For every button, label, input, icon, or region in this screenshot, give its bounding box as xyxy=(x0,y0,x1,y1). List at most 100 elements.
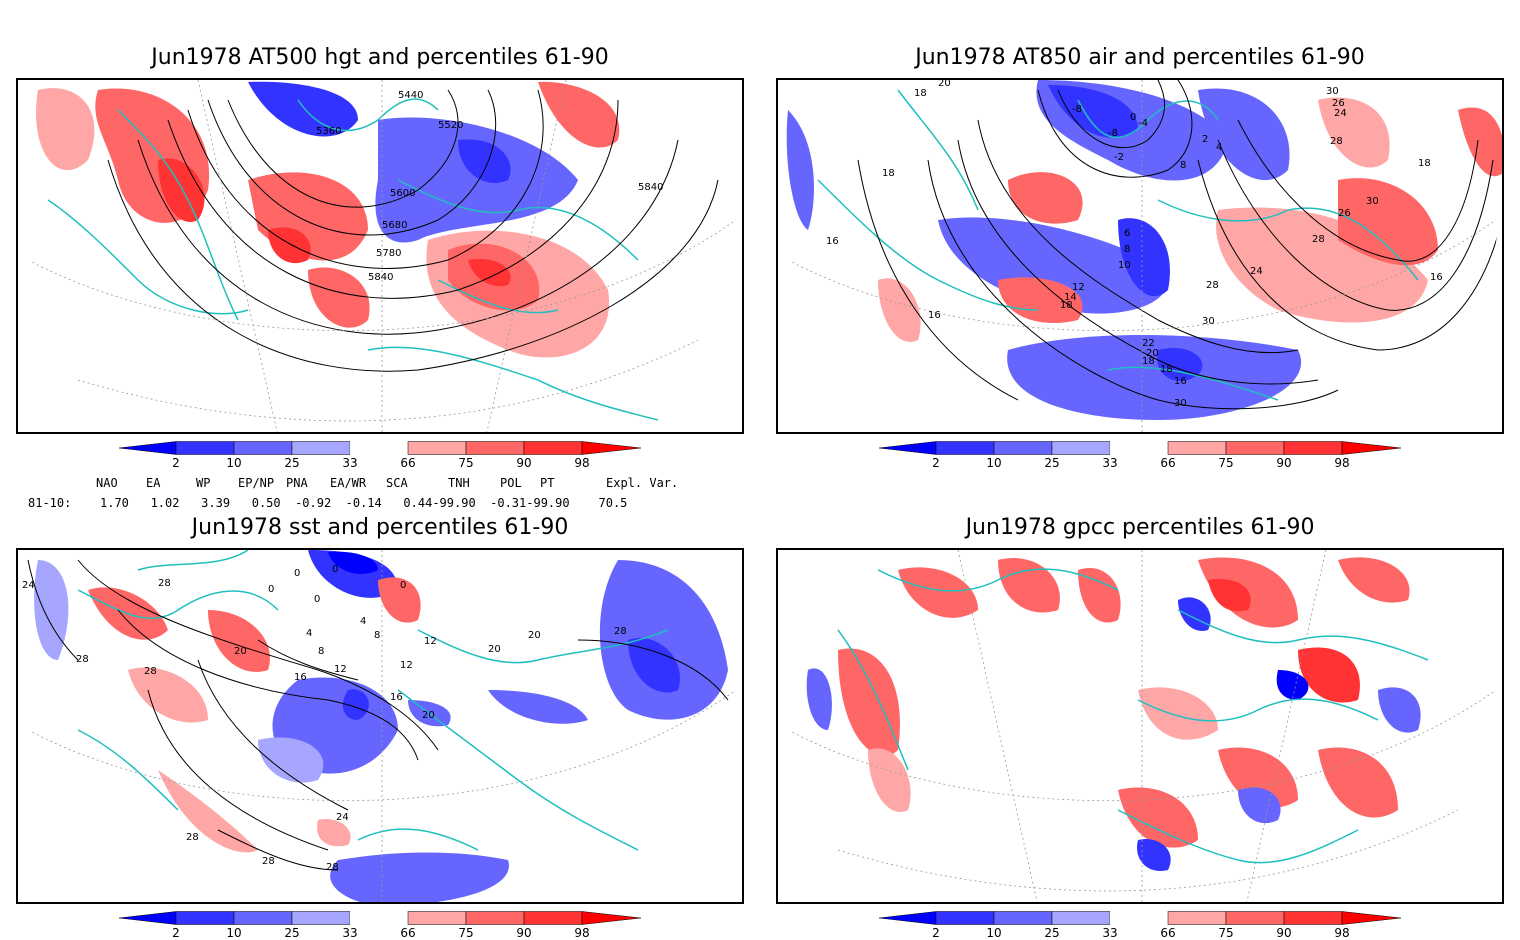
colorbar-segment xyxy=(350,441,408,455)
coastlines xyxy=(77,550,669,851)
contour-label: 16 xyxy=(1174,376,1187,387)
colorbar-labels: 2 10 25 33 66 75 90 98 xyxy=(878,926,1402,940)
contour-label: 5780 xyxy=(376,248,401,259)
contour-label: -8 xyxy=(1072,104,1082,115)
index-row-label: 81-10: xyxy=(28,496,72,510)
colorbar-segment xyxy=(175,441,235,455)
contour-label: 5440 xyxy=(398,90,423,101)
panel-title: Jun1978 gpcc percentiles 61-90 xyxy=(965,515,1315,540)
contour-label: 20 xyxy=(528,630,541,641)
contour-label: 22 xyxy=(1142,338,1155,349)
colorbar-tick-label: 98 xyxy=(1334,926,1350,940)
colorbar-tick-label: 25 xyxy=(284,926,300,940)
index-header: EP/NP xyxy=(238,476,275,490)
contour-label: 18 xyxy=(914,88,927,99)
map-at850-air: 20 18 -8 -8 0 -4 2 4 8 18 -2 6 8 10 12 1… xyxy=(776,78,1504,434)
colorbar-segment xyxy=(1225,441,1285,455)
contour-label: 28 xyxy=(326,862,339,873)
contour-label: 18 xyxy=(1418,158,1431,169)
colorbar-segment xyxy=(118,441,177,455)
colorbar-segment xyxy=(1110,441,1168,455)
contour-labels: 5440 5360 5520 5600 5680 5780 5840 5840 xyxy=(316,90,663,283)
percentile-shading xyxy=(786,80,1502,420)
contour-label: 30 xyxy=(1202,316,1215,327)
colorbar-tick-label: 90 xyxy=(1276,926,1292,940)
colorbar-tick-label: 25 xyxy=(284,456,300,470)
contour-label: 28 xyxy=(1312,234,1325,245)
contour-label: 0 xyxy=(294,568,300,579)
contour-label: 28 xyxy=(1330,136,1343,147)
colorbar-tick-label: 2 xyxy=(932,926,940,940)
colorbar-segment xyxy=(1051,441,1111,455)
contour-label: 30 xyxy=(1366,196,1379,207)
colorbar-segment xyxy=(118,911,177,925)
colorbar-segment xyxy=(465,911,525,925)
colorbar-segment xyxy=(993,441,1053,455)
colorbar-segment xyxy=(1110,911,1168,925)
contour-label: 16 xyxy=(826,236,839,247)
colorbar-segment xyxy=(1341,911,1402,925)
colorbar-tick-label: 98 xyxy=(1334,456,1350,470)
percentile-shading xyxy=(806,557,1421,871)
colorbar-tick-label: 10 xyxy=(226,456,242,470)
colorbar-tick-label: 33 xyxy=(1102,926,1118,940)
contour-label: 24 xyxy=(22,580,35,591)
colorbar-tick-label: 75 xyxy=(1218,456,1234,470)
contour-label: 24 xyxy=(1334,108,1347,119)
contour-label: 16 xyxy=(294,672,307,683)
colorbar-labels: 2 10 25 33 66 75 90 98 xyxy=(118,926,642,940)
index-header: PT xyxy=(540,476,555,490)
colorbar-tick-label: 10 xyxy=(986,926,1002,940)
contour-label: 26 xyxy=(1332,98,1345,109)
contour-label: 5600 xyxy=(390,188,415,199)
grid-lines xyxy=(27,80,737,432)
contour-label: 16 xyxy=(390,692,403,703)
colorbar-tick-label: 2 xyxy=(172,926,180,940)
contour-labels: 24 28 28 28 0 0 0 0 0 4 4 8 8 12 12 20 2… xyxy=(22,564,627,873)
contour-label: 20 xyxy=(488,644,501,655)
colorbar-tick-label: 98 xyxy=(574,926,590,940)
index-header: POL xyxy=(500,476,522,490)
colorbar-segment xyxy=(407,911,467,925)
panel-title: Jun1978 sst and percentiles 61-90 xyxy=(191,515,569,540)
colorbar-tick-label: 25 xyxy=(1044,926,1060,940)
colorbar-tick-label: 10 xyxy=(986,456,1002,470)
grid-lines xyxy=(787,550,1497,902)
contour-label: 0 xyxy=(268,584,274,595)
contour-label: -2 xyxy=(1114,152,1124,163)
colorbar-tick-label: 66 xyxy=(400,456,416,470)
contour-label: 10 xyxy=(1118,260,1131,271)
contour-label: 26 xyxy=(1338,208,1351,219)
colorbar-segment xyxy=(581,441,642,455)
colorbar-segment xyxy=(175,911,235,925)
coastlines xyxy=(817,89,1419,401)
panel-title: Jun1978 AT850 air and percentiles 61-90 xyxy=(915,45,1365,70)
contour-label: 28 xyxy=(1206,280,1219,291)
colorbar-segment xyxy=(233,441,293,455)
map-gpcc xyxy=(776,548,1504,904)
contour-label: 18 xyxy=(1060,300,1073,311)
index-row-values: 1.70 1.02 3.39 0.50 -0.92 -0.14 0.44-99.… xyxy=(100,496,628,510)
contour-label: 14 xyxy=(1064,292,1077,303)
contour-label: 12 xyxy=(334,664,347,675)
index-header: EA/WR xyxy=(330,476,367,490)
colorbar-tick-label: 66 xyxy=(1160,456,1176,470)
contour-label: 18 xyxy=(882,168,895,179)
map-at500-hgt: 5440 5360 5520 5600 5680 5780 5840 5840 xyxy=(16,78,744,434)
colorbar-segment xyxy=(1051,911,1111,925)
colorbar-labels: 2 10 25 33 66 75 90 98 xyxy=(118,456,642,472)
contour-label: 2 xyxy=(1202,134,1208,145)
grid-lines xyxy=(27,550,737,902)
colorbar-segment xyxy=(1283,911,1343,925)
contour-label: 0 xyxy=(400,580,406,591)
percentile-shading xyxy=(34,550,728,902)
contour-label: 12 xyxy=(424,636,437,647)
colorbar-tick-label: 2 xyxy=(932,456,940,470)
contour-label: 28 xyxy=(186,832,199,843)
colorbar-segment xyxy=(233,911,293,925)
index-header: NAO xyxy=(96,476,118,490)
colorbar-segment xyxy=(465,441,525,455)
colorbar-segment xyxy=(291,911,351,925)
sst-contours xyxy=(27,559,729,871)
height-contours xyxy=(107,89,719,372)
